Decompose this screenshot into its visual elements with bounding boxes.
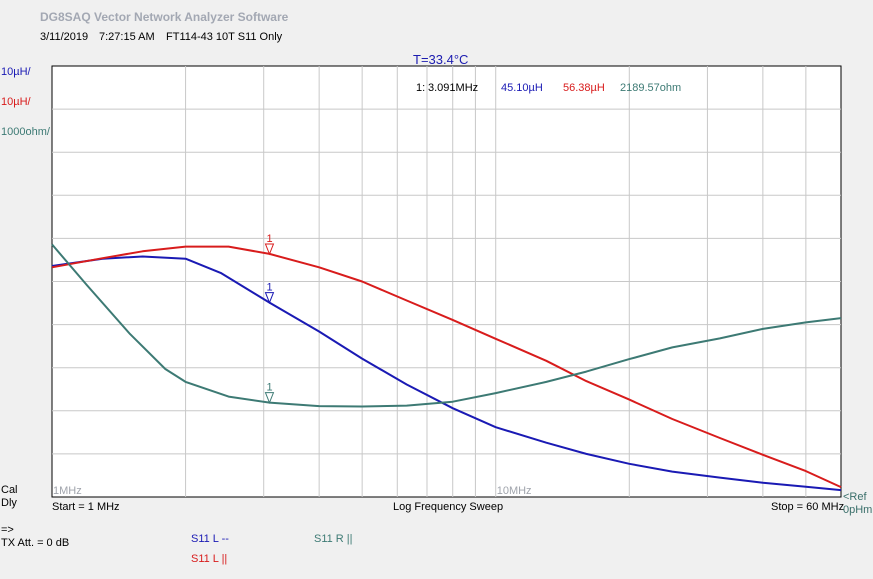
dly-label: Dly bbox=[1, 497, 17, 509]
app-title: DG8SAQ Vector Network Analyzer Software bbox=[40, 10, 289, 24]
legend-l-series[interactable]: S11 L -- bbox=[191, 533, 229, 545]
marker-readout-number: 1: bbox=[416, 82, 426, 94]
stop-frequency[interactable]: Stop = 60 MHz bbox=[771, 501, 845, 513]
marker-readout-l-series: 45.10µH bbox=[501, 82, 543, 94]
x-tick-label: 10MHz bbox=[497, 485, 532, 497]
marker-label-red: 1 bbox=[266, 233, 272, 245]
x-tick-label: 1MHz bbox=[53, 485, 82, 497]
scale-label-teal[interactable]: 1000ohm/ bbox=[1, 126, 50, 138]
marker-readout-frequency: 3.091MHz bbox=[428, 82, 479, 94]
marker-label-blue: 1 bbox=[266, 282, 272, 294]
cal-label: Cal bbox=[1, 484, 18, 496]
marker-triangle-red[interactable] bbox=[264, 243, 275, 256]
marker-triangle-blue[interactable] bbox=[264, 292, 275, 304]
plot-markers[interactable]: 1 1 1 bbox=[264, 233, 275, 404]
scale-label-red[interactable]: 10µH/ bbox=[1, 96, 31, 108]
start-frequency[interactable]: Start = 1 MHz bbox=[52, 501, 120, 513]
plot-series bbox=[51, 243, 842, 492]
marker-readout-l-parallel: 56.38µH bbox=[563, 82, 605, 94]
temperature-readout: T=33.4°C bbox=[413, 52, 469, 67]
measurement-name: FT114-43 10T S11 Only bbox=[166, 31, 283, 43]
x-tick-labels: 1MHz 10MHz bbox=[53, 485, 532, 497]
marker-readout-r-parallel: 2189.57ohm bbox=[620, 82, 682, 94]
series-line-teal bbox=[51, 243, 842, 408]
marker-triangle-teal[interactable] bbox=[264, 392, 275, 404]
series-line-blue bbox=[51, 255, 842, 492]
ref-value: 0pHm bbox=[843, 504, 873, 516]
sweep-mode[interactable]: Log Frequency Sweep bbox=[393, 501, 504, 513]
arrow-label: => bbox=[1, 524, 14, 536]
series-line-red bbox=[51, 245, 842, 489]
ref-label: <Ref bbox=[843, 491, 867, 503]
measurement-date: 3/11/2019 bbox=[40, 31, 89, 43]
legend-r-parallel[interactable]: S11 R || bbox=[314, 533, 353, 545]
scale-label-blue[interactable]: 10µH/ bbox=[1, 66, 31, 78]
marker-label-teal: 1 bbox=[266, 382, 272, 394]
measurement-time: 7:27:15 AM bbox=[99, 31, 155, 43]
legend-l-parallel[interactable]: S11 L || bbox=[191, 553, 228, 565]
tx-att-label[interactable]: TX Att. = 0 dB bbox=[1, 537, 70, 549]
